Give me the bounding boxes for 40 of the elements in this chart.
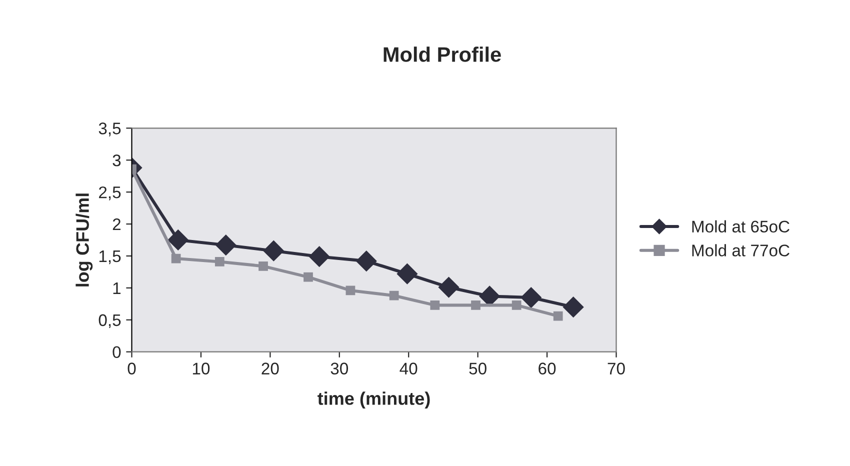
point bbox=[304, 272, 313, 282]
y-tick-label: 3 bbox=[112, 154, 121, 166]
point bbox=[396, 264, 418, 284]
legend-label: Mold at 65oC bbox=[692, 220, 790, 233]
y-tick-label: 2 bbox=[112, 218, 120, 230]
point bbox=[512, 300, 522, 310]
y-tick-label: 0 bbox=[112, 346, 121, 358]
y-tick-label: 1,5 bbox=[99, 250, 121, 264]
point bbox=[168, 230, 188, 250]
y-tick-label: 2,5 bbox=[99, 186, 121, 200]
point bbox=[562, 296, 584, 318]
x-axis-title: time (minute) bbox=[318, 392, 430, 409]
x-tick-label: 70 bbox=[608, 362, 625, 374]
point bbox=[216, 234, 236, 256]
x-tick-label: 10 bbox=[192, 362, 210, 374]
x-tick-label: 0 bbox=[128, 362, 136, 374]
chart-title: Mold Profile bbox=[384, 46, 501, 62]
x-tick-label: 30 bbox=[330, 362, 348, 374]
y-tick-label: 3,5 bbox=[98, 122, 121, 136]
point bbox=[520, 287, 542, 308]
point bbox=[263, 240, 284, 262]
legend-label: Mold at 77oC bbox=[692, 244, 790, 256]
point bbox=[308, 246, 330, 267]
y-tick-label: 0,5 bbox=[98, 314, 121, 328]
point bbox=[430, 300, 440, 310]
y-axis-title: log CFU/ml bbox=[76, 194, 93, 286]
point bbox=[356, 250, 377, 272]
y-tick-label: 1 bbox=[113, 282, 121, 294]
point bbox=[258, 262, 268, 271]
point bbox=[471, 300, 480, 310]
x-tick-label: 20 bbox=[262, 362, 279, 374]
point bbox=[171, 254, 181, 264]
point bbox=[389, 290, 399, 300]
x-tick-label: 40 bbox=[400, 362, 418, 374]
x-tick-label: 60 bbox=[538, 362, 556, 374]
x-tick-label: 50 bbox=[469, 362, 486, 374]
point bbox=[214, 257, 224, 266]
point bbox=[346, 286, 356, 296]
point bbox=[438, 276, 460, 298]
point bbox=[553, 311, 563, 321]
